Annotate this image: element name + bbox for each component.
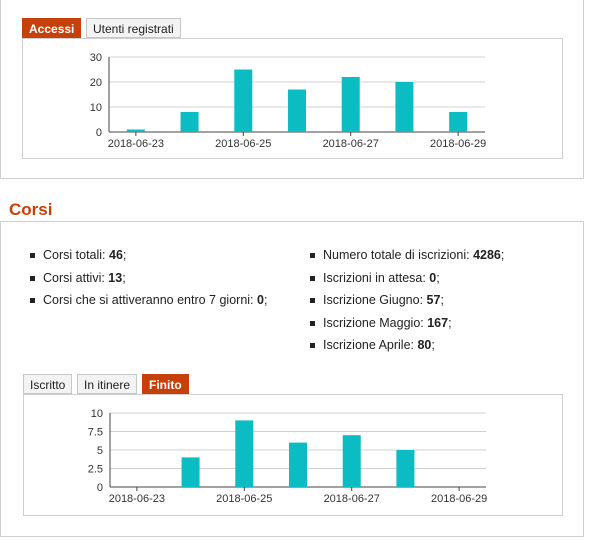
accessi-chart-y-tick-label: 10	[90, 102, 102, 114]
accessi-chart-x-tick-label: 2018-06-23	[108, 138, 164, 150]
accessi-chart-x-tick-label: 2018-06-27	[323, 138, 379, 150]
corsi-title: Corsi	[9, 200, 53, 219]
finito-chart-x-tick-label: 2018-06-29	[431, 493, 487, 505]
finito-chart-bar[interactable]	[235, 420, 254, 487]
stat-corsi-attivi: Corsi attivi: 13;	[28, 267, 267, 290]
stat-iscrizioni-totali: Numero totale di iscrizioni: 4286;	[308, 244, 504, 267]
stat-iscrizione-maggio: Iscrizione Maggio: 167;	[308, 312, 504, 335]
accessi-panel: Accessi Utenti registrati 0 10 20 30 2018-06…	[0, 0, 584, 179]
accessi-chart-bar[interactable]	[395, 82, 414, 132]
accessi-chart-bar[interactable]	[126, 129, 145, 133]
accessi-chart-bar[interactable]	[449, 112, 468, 132]
tab-in-itinere[interactable]: In itinere	[77, 374, 138, 394]
finito-chart-x-tick-label: 2018-06-25	[216, 493, 272, 505]
finito-chart: 0 2.5 5 7.5 10 2018-06-23 2018-06-25 2018-06-27…	[23, 394, 563, 516]
tab-accessi[interactable]: Accessi	[22, 18, 82, 38]
accessi-chart-bar[interactable]	[234, 69, 253, 133]
finito-chart-x-tick-label: 2018-06-27	[324, 493, 380, 505]
accessi-chart-y-tick-label: 30	[90, 52, 102, 64]
finito-chart-bar[interactable]	[289, 442, 307, 487]
tab-finito[interactable]: Finito	[142, 374, 189, 394]
finito-chart-y-tick-label: 10	[91, 408, 103, 420]
accessi-chart-x-tick-label: 2018-06-29	[430, 138, 486, 150]
finito-chart-svg: 0 2.5 5 7.5 10 2018-06-23 2018-06-25 2018-06-27…	[88, 408, 488, 505]
corsi-right-stats: Numero totale di iscrizioni: 4286; Iscri…	[308, 244, 504, 357]
stat-iscrizione-aprile: Iscrizione Aprile: 80;	[308, 334, 504, 357]
corsi-panel: Corsi totali: 46; Corsi attivi: 13; Cors…	[0, 221, 584, 537]
finito-chart-y-tick-label: 5	[97, 445, 103, 457]
accessi-chart-x-tick-label: 2018-06-25	[215, 138, 271, 150]
finito-chart-y-tick-label: 7.5	[88, 427, 103, 439]
accessi-chart-bar[interactable]	[341, 77, 360, 132]
stat-corsi-totali: Corsi totali: 46;	[28, 244, 267, 267]
accessi-chart-y-tick-label: 0	[96, 127, 102, 139]
finito-chart-bar[interactable]	[396, 450, 415, 487]
accessi-chart-bar[interactable]	[288, 89, 306, 133]
stat-corsi-attivazione: Corsi che si attiveranno entro 7 giorni:…	[28, 289, 267, 312]
accessi-chart-bar[interactable]	[180, 112, 199, 132]
tab-iscritto[interactable]: Iscritto	[23, 374, 73, 394]
finito-chart-x-tick-label: 2018-06-23	[109, 493, 165, 505]
stat-iscrizione-giugno: Iscrizione Giugno: 57;	[308, 289, 504, 312]
accessi-chart-y-tick-label: 20	[90, 77, 102, 89]
finito-chart-bar[interactable]	[181, 457, 200, 487]
stat-iscrizioni-attesa: Iscrizioni in attesa: 0;	[308, 267, 504, 290]
finito-chart-bar[interactable]	[342, 435, 361, 487]
finito-chart-y-tick-label: 2.5	[88, 464, 103, 476]
finito-chart-y-tick-label: 0	[97, 482, 103, 494]
tab-utenti-registrati[interactable]: Utenti registrati	[86, 18, 181, 38]
accessi-chart: 0 10 20 30 2018-06-23 2018-06-25 2018-06-27 201…	[22, 38, 563, 159]
accessi-chart-svg: 0 10 20 30 2018-06-23 2018-06-25 2018-06-27 201…	[90, 52, 487, 150]
corsi-left-stats: Corsi totali: 46; Corsi attivi: 13; Cors…	[28, 244, 267, 312]
